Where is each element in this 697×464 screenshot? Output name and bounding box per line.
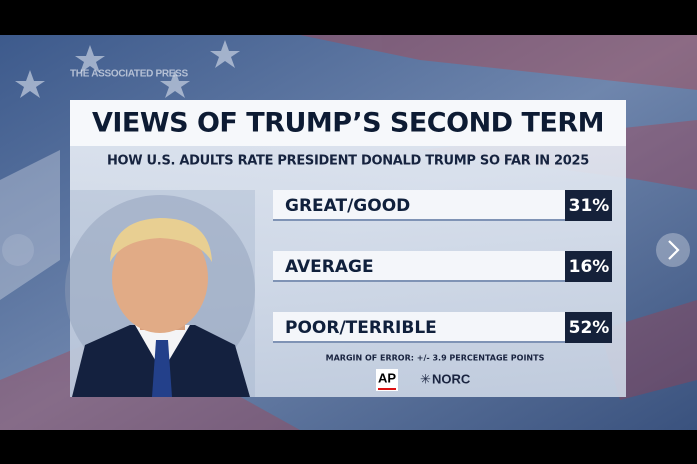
row-bar [273,312,565,342]
row-value: 52% [569,318,610,338]
row-underline [273,219,565,221]
row-underline [273,341,565,343]
watermark: THE ASSOCIATED PRESS [70,69,189,80]
norc-symbol: ✳ [420,371,431,386]
ap-logo-box [376,369,398,391]
prev-button[interactable] [2,234,34,266]
title-band [70,100,626,146]
row-value: 16% [569,257,610,277]
row-label: POOR/TERRIBLE [285,318,437,338]
graphic-subtitle: HOW U.S. ADULTS RATE PRESIDENT DONALD TR… [107,154,589,169]
value-box [565,190,612,221]
next-button[interactable] [656,233,690,267]
value-box [565,251,612,282]
row-bar [273,251,565,281]
row-label: AVERAGE [285,257,374,277]
row-underline [273,280,565,282]
next-arrow [668,240,680,260]
stars [15,40,240,98]
row-bar [273,190,565,220]
graphic-title: VIEWS OF TRUMP’S SECOND TERM [92,108,604,139]
ap-logo: AP [378,370,396,385]
row-value: 31% [569,196,610,216]
value-box [565,312,612,343]
margin-note: MARGIN OF ERROR: +/- 3.9 PERCENTAGE POIN… [326,354,545,363]
ap-logo-underline [378,388,396,390]
portrait [65,190,255,397]
row-label: GREAT/GOOD [285,196,410,216]
norc-logo: NORC [432,371,471,386]
rows: GREAT/GOOD 31% AVERAGE 16% POOR/TERRIBLE 52% [273,190,612,343]
